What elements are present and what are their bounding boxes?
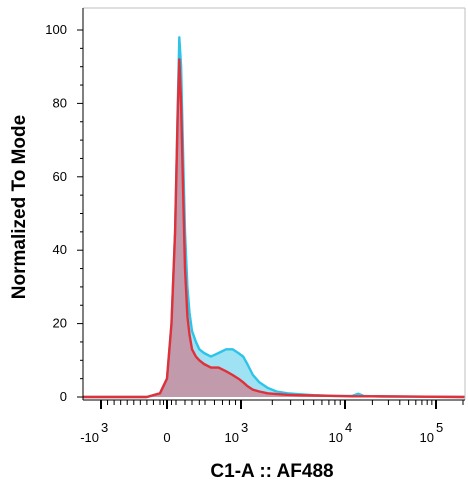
series-2-line	[83, 58, 465, 399]
y-tick-label: 20	[53, 316, 67, 331]
x-tick-label-exponent: 3	[241, 420, 248, 435]
y-axis-title: Normalized To Mode	[9, 115, 30, 299]
series-2-area	[83, 59, 465, 398]
y-tick-label: 0	[60, 389, 67, 404]
x-tick-label-exponent: 4	[345, 420, 352, 435]
x-tick-label: 10	[225, 430, 239, 445]
y-tick-label: 80	[53, 95, 67, 110]
x-tick-label: 0	[163, 430, 170, 445]
series-1-area	[83, 37, 465, 398]
x-axis-title: C1-A :: AF488	[210, 461, 333, 482]
x-tick-label-exponent: 5	[436, 420, 443, 435]
plot-area	[83, 36, 465, 399]
y-tick-label: 60	[53, 169, 67, 184]
x-tick-label-exponent: 3	[101, 420, 108, 435]
x-tick-label: 10	[420, 430, 434, 445]
x-tick-label: -10	[80, 430, 99, 445]
y-tick-label: 40	[53, 242, 67, 257]
y-tick-label: 100	[45, 22, 67, 37]
x-tick-label: 10	[329, 430, 343, 445]
series-1-line	[83, 36, 465, 399]
